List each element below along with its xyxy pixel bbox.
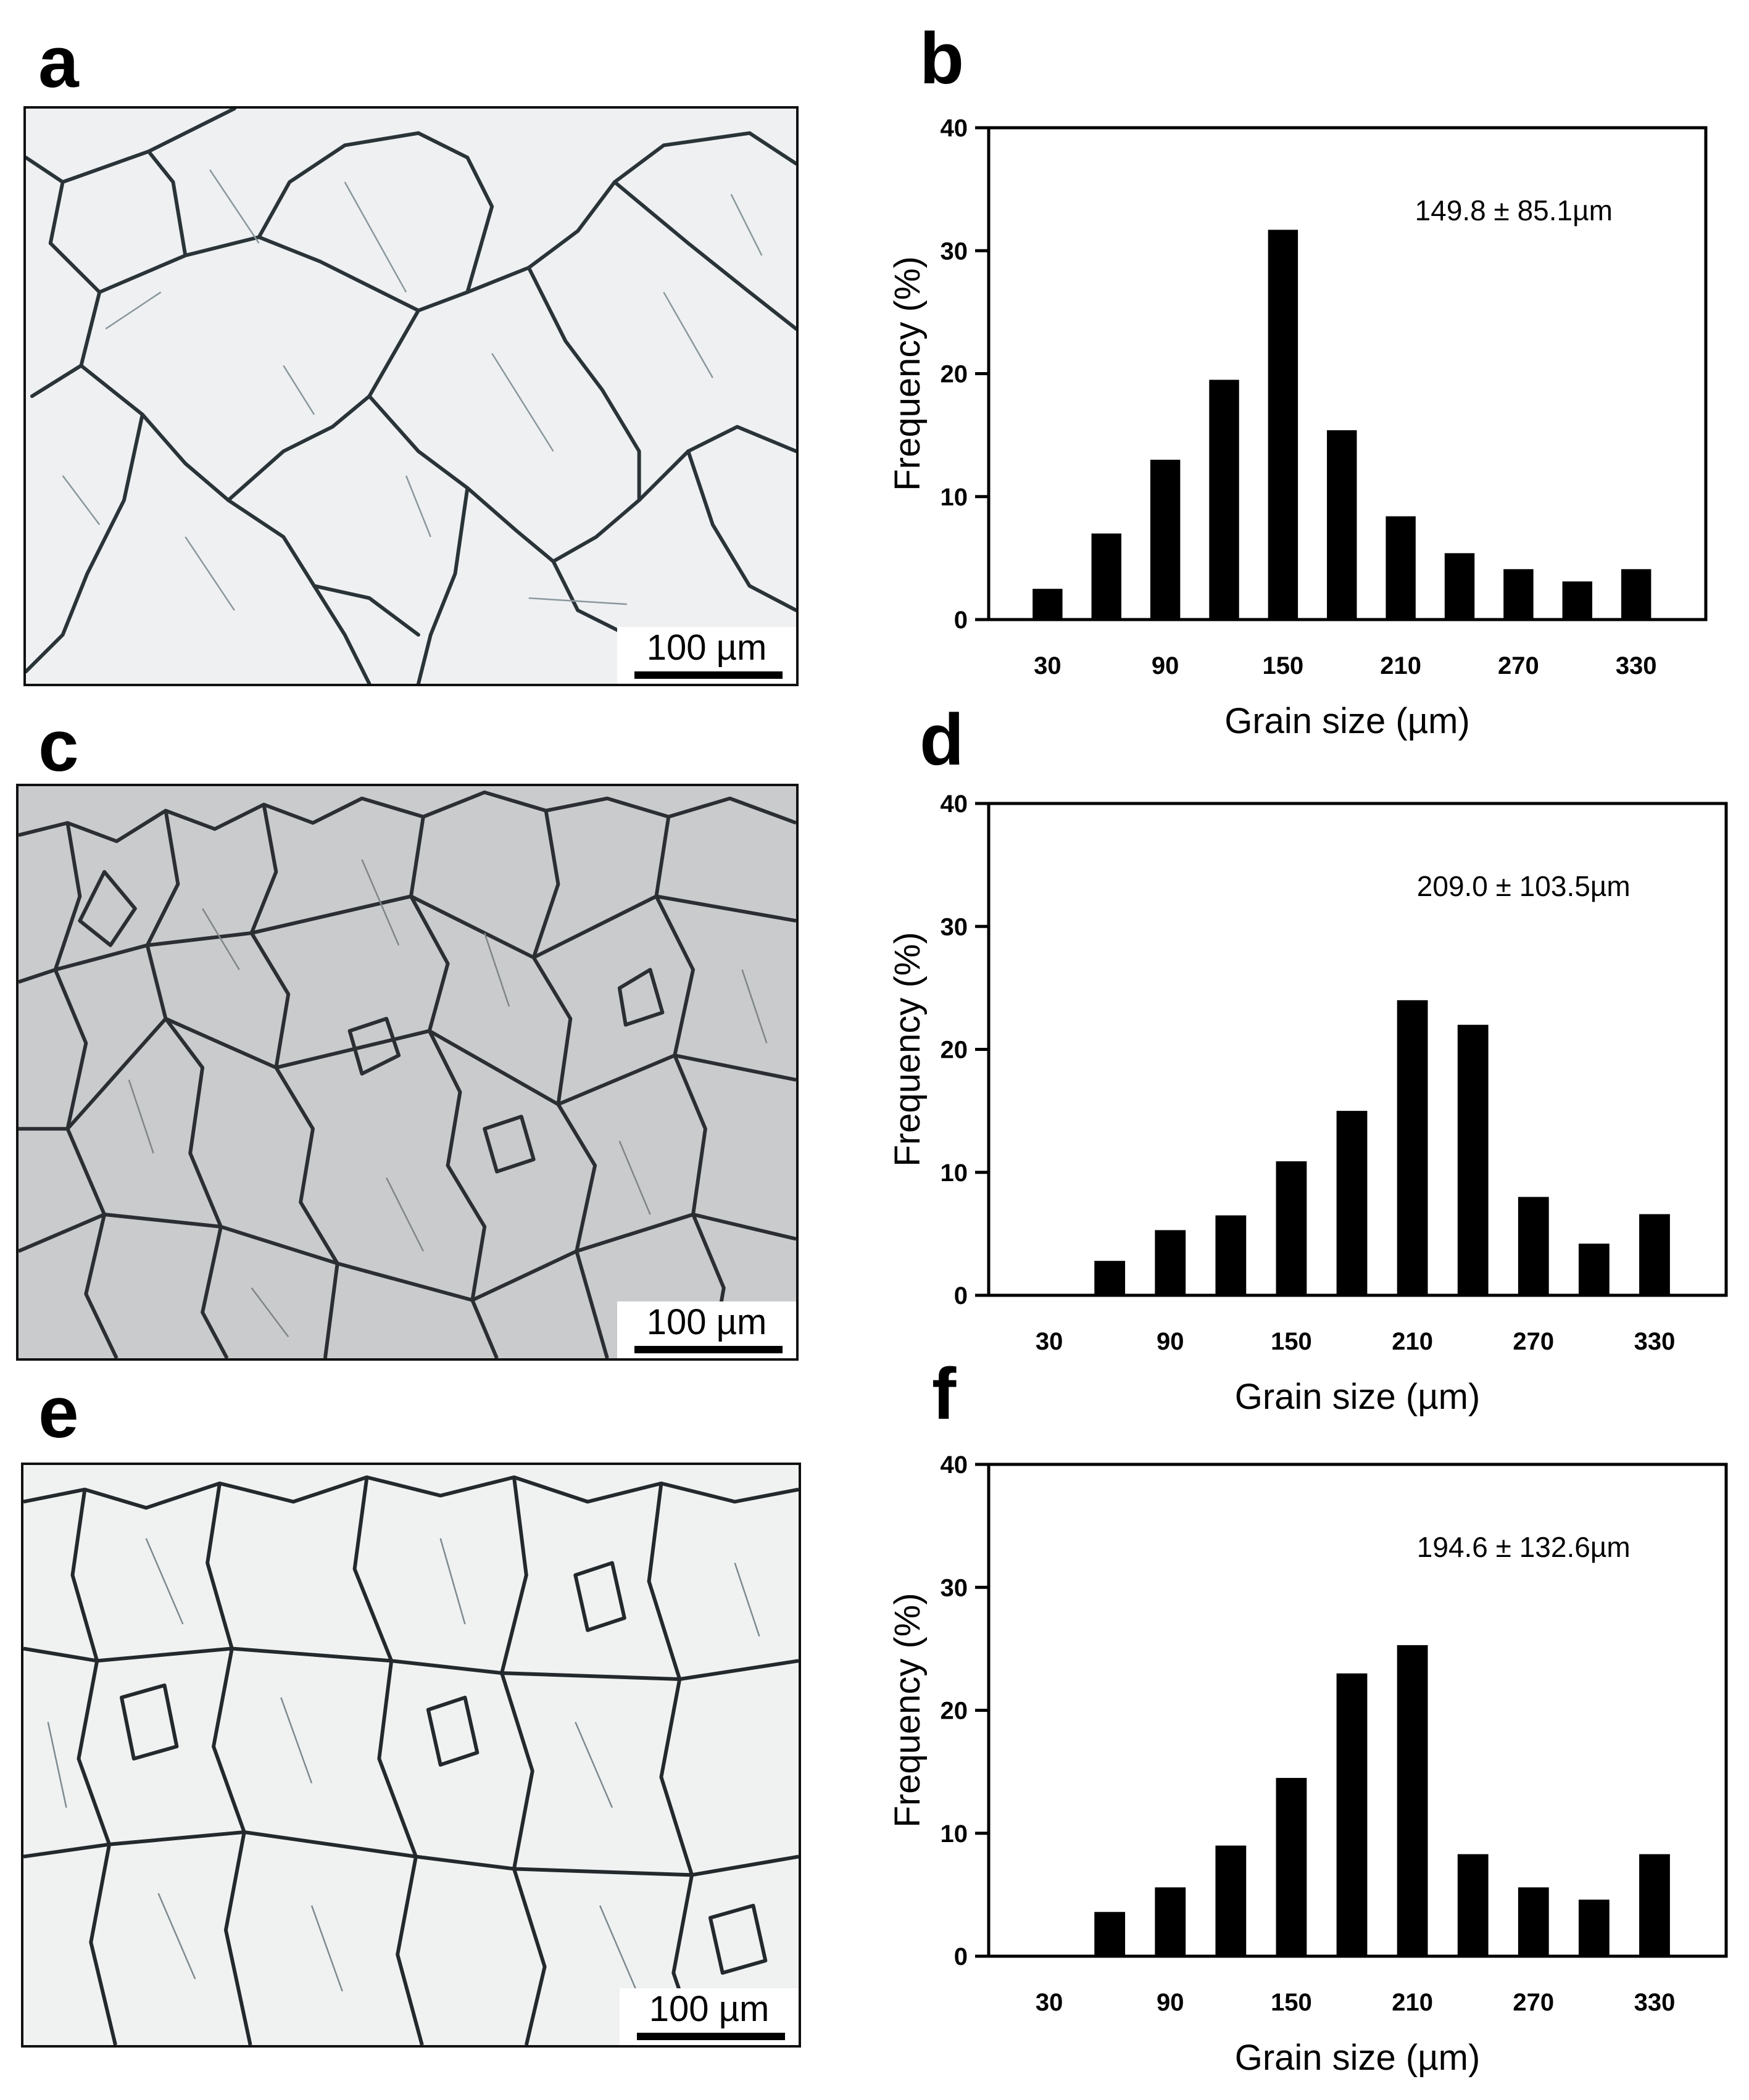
chart-f-bar (1276, 1778, 1307, 1956)
scale-bar-a-line (634, 671, 783, 679)
chart-d-ytick-label: 30 (941, 913, 968, 940)
chart-b-xtick-label: 210 (1380, 652, 1421, 679)
panel-label-a: a (38, 22, 79, 103)
chart-b-ytick-label: 10 (941, 484, 968, 511)
chart-d-bar (1336, 1111, 1368, 1295)
chart-f-ytick-label: 10 (941, 1820, 968, 1848)
scale-bar-a-label: 100 µm (646, 628, 767, 668)
scale-bar-c-label: 100 µm (646, 1302, 767, 1342)
micrograph-e: 100 µm (21, 1463, 801, 2048)
chart-b-ytick-label: 30 (941, 238, 968, 265)
micrograph-c-background (19, 786, 796, 1358)
micrograph-e-image (23, 1465, 799, 2045)
chart-f-bar (1155, 1887, 1186, 1956)
chart-d-bar (1579, 1243, 1610, 1295)
chart-f-xtick-label: 30 (1036, 1989, 1063, 2016)
chart-f-bar (1579, 1899, 1610, 1956)
chart-f-ytick-label: 30 (941, 1574, 968, 1601)
micrograph-a-image (26, 109, 796, 684)
chart-b-ylabel: Frequency (%) (887, 256, 928, 491)
scale-bar-e-line (637, 2033, 785, 2040)
chart-f-bar (1518, 1887, 1549, 1956)
chart-f-bar (1094, 1912, 1126, 1956)
micrograph-a-background (26, 109, 796, 684)
chart-b-ytick-label: 0 (954, 607, 968, 634)
chart-b-annotation: 149.8 ± 85.1µm (1415, 194, 1613, 226)
chart-d-bar (1215, 1215, 1247, 1295)
chart-b-xtick-label: 30 (1034, 652, 1061, 679)
chart-d-annotation: 209.0 ± 103.5µm (1417, 870, 1631, 902)
chart-f-bar (1336, 1673, 1368, 1956)
chart-f-ytick-label: 20 (941, 1698, 968, 1725)
chart-d-xtick-label: 210 (1392, 1328, 1433, 1355)
chart-f-bar (1457, 1854, 1489, 1956)
micrograph-c: 100 µm (16, 784, 799, 1361)
chart-b-bar (1385, 516, 1416, 620)
chart-b-bar (1503, 569, 1534, 620)
chart-f-xtick-label: 150 (1271, 1989, 1312, 2016)
chart-f-xtick-label: 270 (1513, 1989, 1554, 2016)
chart-b-bar (1621, 569, 1651, 620)
panel-label-b: b (920, 18, 965, 99)
chart-f-bar (1397, 1645, 1428, 1956)
chart-d-bar (1155, 1230, 1186, 1295)
chart-b-bar (1209, 380, 1239, 620)
scale-bar-c-line (634, 1346, 783, 1353)
chart-d-ytick-label: 20 (941, 1037, 968, 1064)
chart-f-bar (1639, 1854, 1670, 1956)
micrograph-c-image (19, 786, 796, 1358)
chart-f-xlabel: Grain size (µm) (1235, 2038, 1481, 2078)
panel-label-c: c (38, 705, 79, 787)
chart-b-xtick-label: 270 (1498, 652, 1539, 679)
scale-bar-a: 100 µm (617, 627, 796, 684)
panel-label-d: d (920, 699, 965, 781)
chart-d-bar (1457, 1024, 1489, 1295)
chart-b-bar (1268, 230, 1298, 620)
chart-f-xtick-label: 90 (1157, 1989, 1184, 2016)
chart-d-bar (1094, 1261, 1126, 1295)
scale-bar-e: 100 µm (620, 1988, 799, 2045)
chart-b-ytick-label: 40 (941, 115, 968, 142)
chart-b-bar (1327, 430, 1357, 620)
chart-b-bar (1150, 459, 1181, 620)
chart-b-bar (1091, 533, 1121, 620)
chart-b-bar (1032, 589, 1063, 620)
chart-d-xtick-label: 30 (1036, 1328, 1063, 1355)
chart-d-bar (1518, 1197, 1549, 1295)
scale-bar-c: 100 µm (617, 1301, 796, 1358)
chart-d-ytick-label: 40 (941, 791, 968, 818)
chart-f-bar (1215, 1845, 1247, 1956)
chart-d-ylabel: Frequency (%) (887, 932, 928, 1166)
chart-f-xtick-label: 330 (1634, 1989, 1676, 2016)
chart-f-ytick-label: 40 (941, 1451, 968, 1479)
micrograph-a: 100 µm (23, 106, 799, 686)
chart-b-xtick-label: 150 (1263, 652, 1304, 679)
chart-b-bar (1444, 553, 1475, 620)
chart-b-xlabel: Grain size (µm) (1224, 701, 1470, 741)
chart-d-ytick-label: 0 (954, 1282, 968, 1309)
chart-d-xtick-label: 90 (1157, 1328, 1184, 1355)
chart-b-bar (1562, 581, 1593, 620)
chart-d-bar (1276, 1161, 1307, 1295)
chart-d-xtick-label: 150 (1271, 1328, 1312, 1355)
chart-d-ytick-label: 10 (941, 1160, 968, 1187)
chart-d-xtick-label: 270 (1513, 1328, 1554, 1355)
chart-d-bar (1397, 1000, 1428, 1295)
chart-b-ytick-label: 20 (941, 361, 968, 388)
chart-f-ytick-label: 0 (954, 1943, 968, 1970)
panel-label-f: f (932, 1353, 957, 1435)
chart-f-annotation: 194.6 ± 132.6µm (1417, 1531, 1631, 1563)
chart-f-ylabel: Frequency (%) (887, 1593, 928, 1827)
chart-d-bar (1639, 1214, 1670, 1295)
chart-d-xtick-label: 330 (1634, 1328, 1676, 1355)
chart-d-xlabel: Grain size (µm) (1235, 1377, 1481, 1417)
chart-b-xtick-label: 330 (1616, 652, 1657, 679)
chart-f-xtick-label: 210 (1392, 1989, 1433, 2016)
chart-b-xtick-label: 90 (1152, 652, 1179, 679)
panel-label-e: e (38, 1372, 79, 1453)
scale-bar-e-label: 100 µm (649, 1989, 770, 2029)
